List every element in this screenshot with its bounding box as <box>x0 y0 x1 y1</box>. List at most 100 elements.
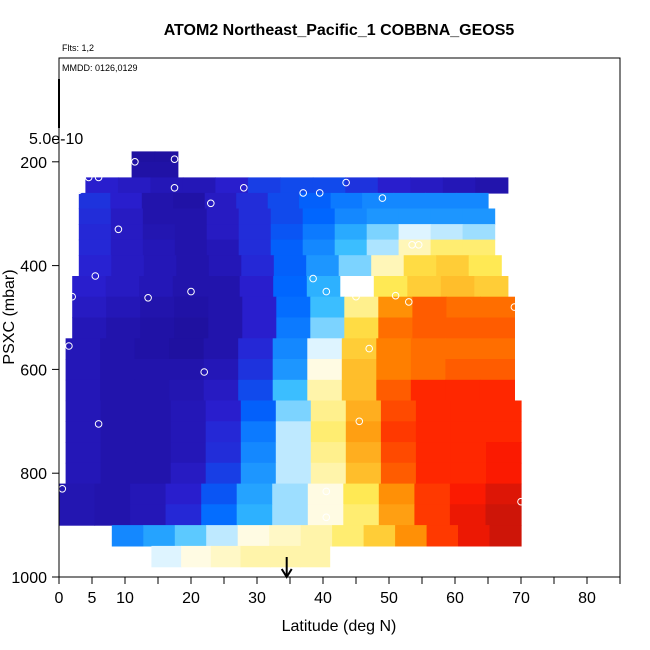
heatmap-cell <box>238 208 272 225</box>
heatmap-cell <box>275 421 312 443</box>
heatmap-cell <box>299 192 332 210</box>
heatmap-cell <box>412 317 447 339</box>
heatmap-cell <box>299 545 331 568</box>
sample-point <box>391 291 400 300</box>
heatmap-cell <box>410 359 446 381</box>
heatmap-cell <box>302 208 336 225</box>
heatmap-cell <box>78 239 112 256</box>
heatmap-cell <box>206 208 240 225</box>
heatmap-cell <box>170 421 207 443</box>
heatmap-cell <box>485 483 522 505</box>
heatmap-cell <box>169 359 205 381</box>
sample-point <box>352 292 360 301</box>
heatmap-cell <box>345 442 382 464</box>
heatmap-cell <box>241 255 275 277</box>
y-axis-label: PSXC (mbar) <box>1 269 18 364</box>
heatmap-cell <box>78 255 112 277</box>
heatmap-cell <box>238 338 274 360</box>
heatmap-cell <box>135 400 172 422</box>
sample-point <box>414 241 423 249</box>
heatmap-cell <box>174 208 208 225</box>
heatmap-cell <box>275 442 312 464</box>
sample-point <box>170 184 179 192</box>
x-tick-label: 60 <box>446 590 464 607</box>
heatmap-cell <box>380 442 417 464</box>
heatmap-cell <box>446 296 481 319</box>
y-tick-label: 1000 <box>11 570 47 587</box>
heatmap-cell <box>111 255 145 277</box>
heatmap-cell <box>176 255 210 277</box>
heatmap-cell <box>150 177 184 194</box>
heatmap-cell <box>100 400 137 422</box>
heatmap-cell <box>206 239 240 256</box>
heatmap-cell <box>238 359 274 381</box>
sample-point <box>299 189 308 197</box>
y-tick-label: 600 <box>20 362 47 379</box>
heatmap-cell <box>380 400 417 422</box>
heatmap-cell <box>458 525 491 547</box>
heatmap-cell <box>341 359 377 381</box>
heatmap-cell <box>366 224 400 241</box>
x-tick-label: 0 <box>55 590 64 607</box>
sample-point <box>342 178 350 187</box>
heatmap <box>59 151 522 568</box>
heatmap-cell <box>462 239 496 256</box>
heatmap-cell <box>436 255 470 277</box>
heatmap-cell <box>486 421 522 443</box>
heatmap-cell <box>398 208 432 225</box>
heatmap-cell <box>310 317 345 339</box>
heatmap-cell <box>307 504 344 526</box>
sample-point <box>322 287 331 296</box>
heatmap-cell <box>449 483 486 505</box>
sample-point <box>365 344 374 353</box>
x-tick-label: 40 <box>314 590 332 607</box>
heatmap-cell <box>203 379 239 402</box>
heatmap-cell <box>238 239 272 256</box>
heatmap-cell <box>154 161 179 178</box>
arrow-head <box>280 568 293 579</box>
heatmap-cell <box>240 442 277 464</box>
heatmap-cell <box>449 504 486 526</box>
heatmap-cell <box>486 462 522 485</box>
heatmap-cell <box>270 224 304 241</box>
heatmap-cell <box>334 208 368 225</box>
heatmap-cell <box>130 483 167 505</box>
heatmap-cell <box>100 359 136 381</box>
heatmap-cell <box>450 462 487 485</box>
heatmap-cell <box>170 400 207 422</box>
heatmap-cell <box>376 359 412 381</box>
heatmap-cell <box>445 379 481 402</box>
heatmap-cell <box>139 276 174 298</box>
heatmap-cell <box>110 239 144 256</box>
heatmap-cell <box>272 379 308 402</box>
sample-point <box>240 184 248 192</box>
heatmap-cell <box>376 379 412 402</box>
heatmap-cell <box>65 421 102 443</box>
heatmap-cell <box>393 192 426 210</box>
heatmap-cell <box>276 296 311 319</box>
heatmap-cell <box>456 192 489 210</box>
heatmap-cell <box>479 359 515 381</box>
heatmap-cell <box>134 359 170 381</box>
x-tick-label: 30 <box>248 590 266 607</box>
sample-point <box>75 186 83 195</box>
heatmap-cell <box>302 239 336 256</box>
heatmap-cell <box>280 177 314 194</box>
heatmap-cell <box>330 192 363 210</box>
heatmap-cell <box>205 421 242 443</box>
heatmap-cell <box>307 379 343 402</box>
heatmap-cell <box>345 421 382 443</box>
sample-point <box>378 194 387 202</box>
heatmap-cell <box>410 177 444 194</box>
heatmap-cell <box>377 177 411 194</box>
heatmap-cell <box>208 317 243 339</box>
heatmap-cell <box>141 192 174 210</box>
heatmap-cell <box>273 276 308 298</box>
heatmap-cell <box>100 379 136 402</box>
heatmap-cell <box>172 276 207 298</box>
sample-point <box>187 287 195 296</box>
heatmap-cell <box>65 442 102 464</box>
heatmap-cell <box>270 239 304 256</box>
heatmap-cell <box>426 525 459 547</box>
sample-point <box>114 225 123 234</box>
